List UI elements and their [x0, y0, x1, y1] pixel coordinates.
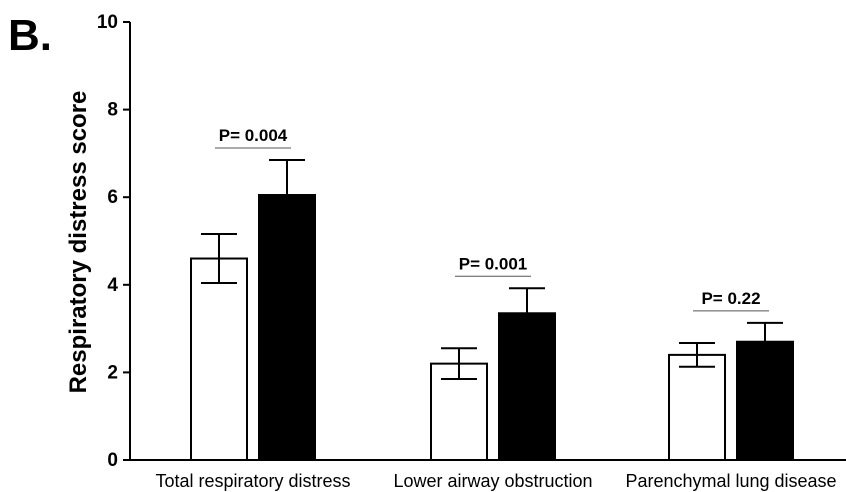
bar	[668, 353, 726, 462]
y-axis-label: Respiratory distress score	[65, 91, 92, 394]
bar	[736, 340, 794, 461]
y-tick-label: 6	[107, 187, 118, 208]
y-tick-label: 2	[107, 362, 118, 383]
plot-area: 0 2 4 6 8 10 Total respiratory distress P= 0.00…	[97, 12, 846, 491]
p-value-annotation: P= 0.001	[459, 254, 528, 273]
x-tick-label: Parenchymal lung disease	[625, 471, 836, 491]
y-tick-label: 0	[107, 450, 118, 471]
panel-label: B.	[8, 11, 52, 60]
y-tick-label: 4	[107, 275, 118, 296]
x-tick-label: Total respiratory distress	[155, 471, 350, 491]
x-tick-label: Lower airway obstruction	[393, 471, 592, 491]
bar	[258, 194, 316, 461]
y-tick-label: 10	[97, 12, 118, 33]
p-value-annotation: P= 0.004	[219, 126, 288, 145]
p-value-annotation: P= 0.22	[701, 289, 760, 308]
bar	[498, 312, 556, 461]
bar	[190, 257, 248, 461]
y-tick-label: 8	[107, 100, 118, 121]
